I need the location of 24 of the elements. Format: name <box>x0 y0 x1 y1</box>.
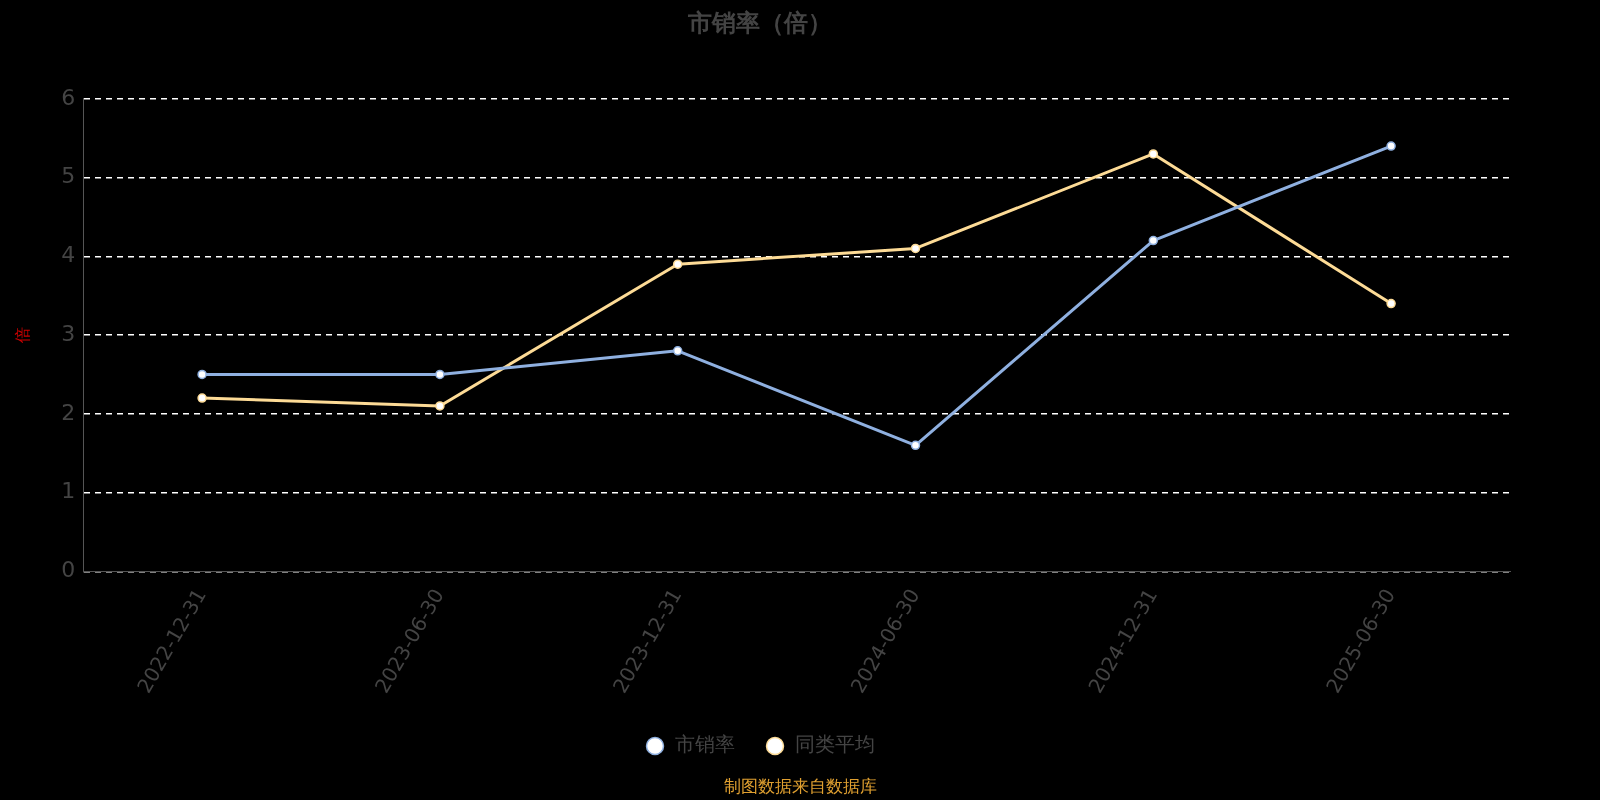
point <box>197 369 207 380</box>
y-axis-title: 倍 <box>12 327 32 344</box>
point <box>672 346 683 356</box>
chart-title: 市销率（倍） <box>687 8 832 37</box>
y-tick-label: 3 <box>61 320 76 346</box>
y-tick-label: 2 <box>61 399 76 425</box>
y-tick-label: 0 <box>61 557 76 583</box>
y-tick-label: 5 <box>61 163 76 189</box>
point <box>435 369 445 380</box>
y-tick-label: 6 <box>61 84 76 110</box>
point <box>1148 149 1159 159</box>
y-tick-label: 4 <box>61 242 76 268</box>
legend-label: 市销率 <box>675 732 735 757</box>
point <box>910 243 921 254</box>
point <box>435 401 445 411</box>
legend-label: 同类平均 <box>795 732 875 757</box>
point <box>1386 141 1396 151</box>
y-tick-label: 1 <box>61 478 76 504</box>
point <box>672 259 683 269</box>
point <box>1148 235 1159 246</box>
point <box>910 440 921 451</box>
point <box>1386 298 1396 309</box>
point <box>197 393 207 403</box>
text: 制图数据来自数据库 <box>723 775 877 796</box>
